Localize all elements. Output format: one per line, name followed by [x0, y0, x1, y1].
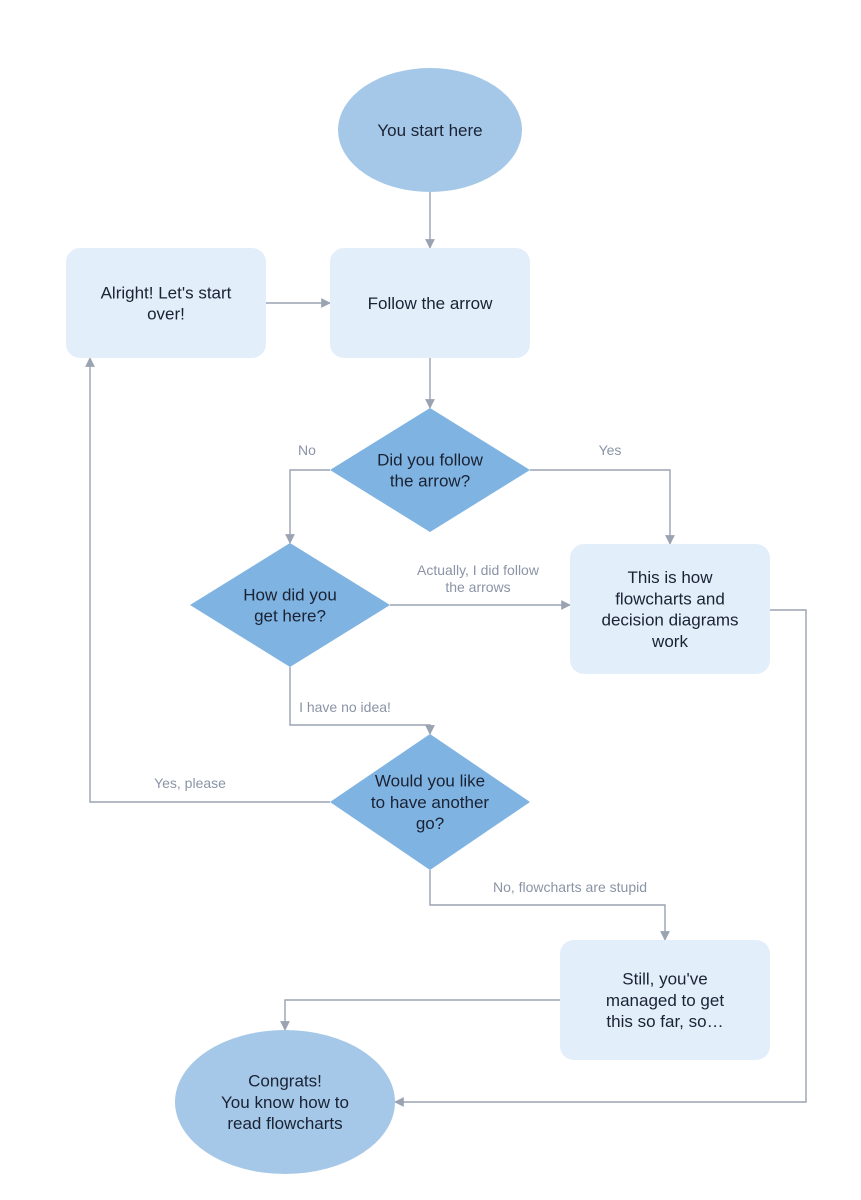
node-stillmanaged: Still, you'vemanaged to getthis so far, …	[560, 940, 770, 1060]
nodes: You start here Follow the arrow Alright! L…	[66, 68, 770, 1174]
edge-label-didfollow-yes: Yes	[599, 442, 622, 458]
flowchart: No Yes Actually, I did followthe arrows I h…	[0, 0, 861, 1200]
node-shape-thisishow	[570, 544, 770, 674]
node-start: You start here	[338, 68, 522, 192]
node-anothergo: Would you liketo have anothergo?	[330, 734, 530, 870]
node-shape-didfollow	[330, 408, 530, 532]
node-startover: Alright! Let's startover!	[66, 248, 266, 358]
node-label-stillmanaged: Still, you'vemanaged to getthis so far, …	[606, 970, 724, 1031]
edge-label-anothergo-no: No, flowcharts are stupid	[493, 879, 647, 895]
node-shape-howhere	[190, 543, 390, 667]
edge-didfollow-yes	[530, 470, 670, 544]
node-howhere: How did youget here?	[190, 543, 390, 667]
edge-label-didfollow-no: No	[298, 442, 316, 458]
node-didfollow: Did you followthe arrow?	[330, 408, 530, 532]
node-thisishow: This is howflowcharts anddecision diagra…	[570, 544, 770, 674]
node-label-start: You start here	[377, 121, 482, 140]
edge-label-anothergo-yesplease: Yes, please	[154, 775, 226, 791]
node-shape-startover	[66, 248, 266, 358]
edge-label-howhere-noidea: I have no idea!	[299, 699, 391, 715]
node-congrats: Congrats!You know how toread flowcharts	[175, 1030, 395, 1174]
edge-label-howhere-actually: Actually, I did followthe arrows	[417, 562, 540, 595]
edge-still-to-congrats-elbow	[285, 1000, 560, 1030]
node-follow: Follow the arrow	[330, 248, 530, 358]
node-label-follow: Follow the arrow	[368, 294, 493, 313]
edge-didfollow-no	[290, 470, 330, 543]
